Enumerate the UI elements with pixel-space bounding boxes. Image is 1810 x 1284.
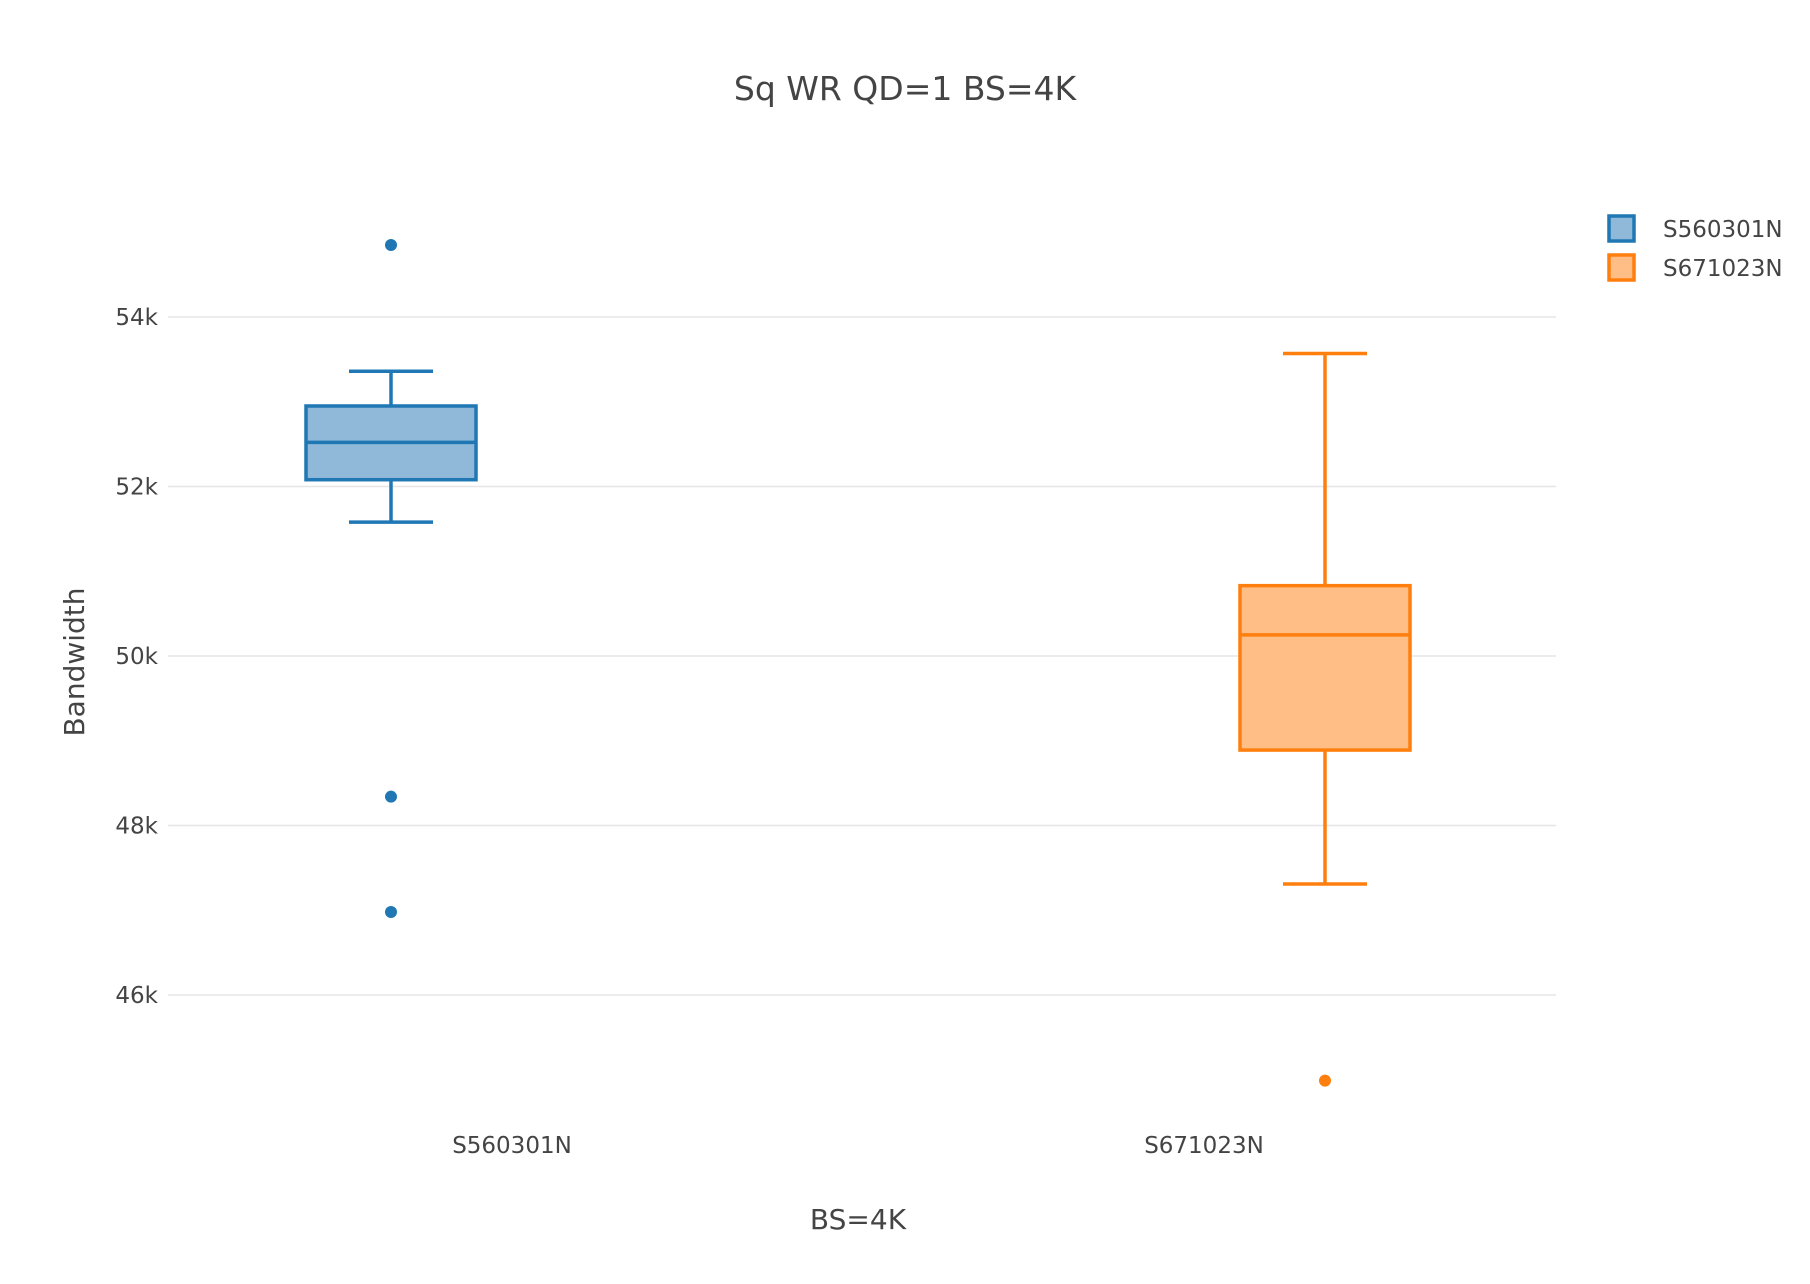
outlier-point [385, 905, 397, 918]
box-traces [304, 238, 1412, 1087]
chart-title: Sq WR QD=1 BS=4K [734, 69, 1078, 108]
legend-swatch [1607, 253, 1636, 282]
outlier-point [385, 790, 397, 803]
legend[interactable]: S560301N S671023N [1607, 214, 1783, 282]
x-tick-label: S671023N [1144, 1133, 1264, 1159]
outlier-point [385, 238, 397, 251]
x-axis-title: BS=4K [810, 1203, 907, 1236]
legend-item-S671023N[interactable]: S671023N [1607, 253, 1783, 282]
y-tick-label: 48k [115, 814, 158, 840]
x-axis-ticks: S560301N S671023N [452, 1133, 1264, 1159]
legend-item-S560301N[interactable]: S560301N [1607, 214, 1783, 243]
y-tick-label: 54k [115, 305, 158, 331]
legend-label: S560301N [1663, 217, 1783, 243]
legend-label: S671023N [1663, 256, 1783, 282]
y-axis-ticks: 46k 48k 50k 52k 54k [115, 305, 158, 1009]
legend-swatch [1607, 214, 1636, 243]
y-tick-label: 46k [115, 983, 158, 1009]
y-axis-title: Bandwidth [58, 587, 91, 736]
box-trace-S671023N [1238, 351, 1412, 1087]
x-tick-label: S560301N [452, 1133, 572, 1159]
y-tick-label: 50k [115, 644, 158, 670]
box-trace-S560301N [304, 238, 478, 918]
box-iqr [1238, 583, 1412, 752]
outlier-point [1319, 1074, 1331, 1087]
y-tick-label: 52k [115, 475, 158, 501]
